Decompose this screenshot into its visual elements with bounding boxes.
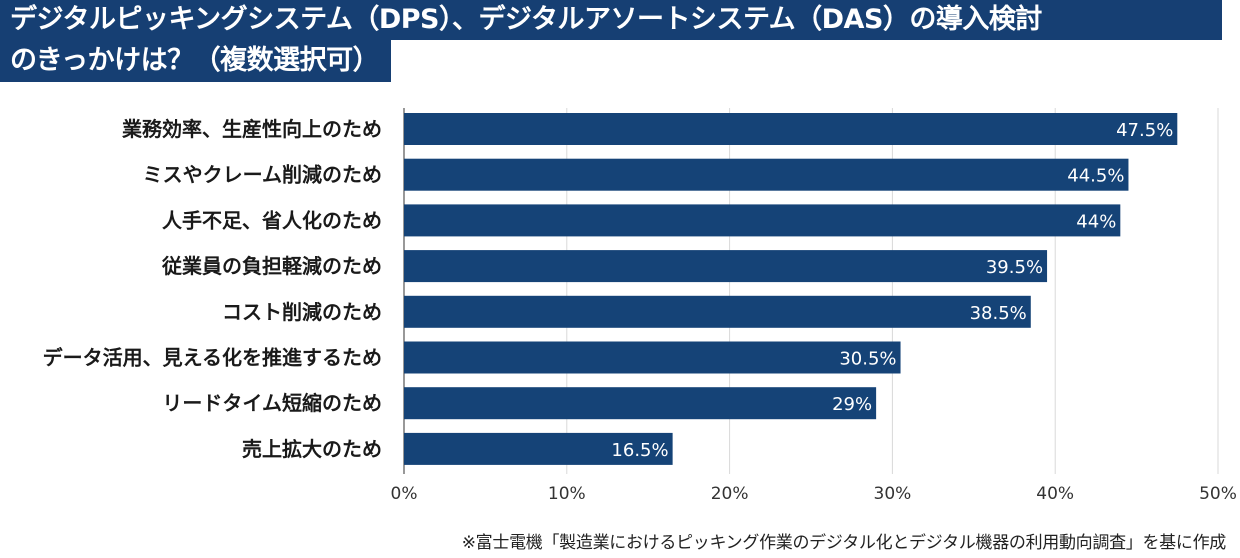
x-axis-tick-labels: 0% 10% 20% 30% 40% 50% (391, 484, 1237, 504)
category-label: 業務効率、生産性向上のため (122, 117, 382, 141)
source-footnote: ※富士電機「製造業におけるピッキング作業のデジタル化とデジタル機器の利用動向調査… (461, 533, 1227, 553)
bar (404, 250, 1048, 283)
x-tick-label: 50% (1199, 484, 1237, 504)
category-label: データ活用、見える化を推進するため (43, 346, 382, 370)
x-tick-label: 0% (391, 484, 418, 504)
data-label: 38.5% (970, 303, 1027, 324)
chart-title-line-2: のきっかけは？（複数選択可） (0, 40, 392, 82)
bar (404, 432, 673, 465)
category-label: 人手不足、省人化のため (162, 208, 382, 232)
data-label: 16.5% (611, 440, 668, 461)
bar (404, 113, 1178, 145)
category-label: 売上拡大のため (242, 437, 382, 461)
data-label: 44% (1076, 211, 1116, 232)
bar (404, 387, 877, 420)
chart-title-line-1: デジタルピッキングシステム（DPS）、デジタルアソートシステム（DAS）の導入検… (0, 0, 1222, 40)
bar (404, 158, 1129, 191)
bar (404, 341, 901, 374)
x-tick-label: 10% (548, 484, 586, 504)
data-labels: 47.5% 44.5% 44% 39.5% 38.5% 30.5% 29% 16.5% (611, 120, 1173, 461)
category-label: リードタイム短縮のため (162, 391, 382, 415)
category-label: コスト削減のため (222, 300, 382, 324)
category-label: 従業員の負担軽減のため (161, 254, 382, 278)
data-label: 44.5% (1067, 166, 1124, 187)
bar-layer (404, 113, 1178, 465)
x-tick-label: 40% (1036, 484, 1074, 504)
data-label: 30.5% (839, 349, 896, 370)
category-label: ミスやクレーム削減のため (143, 163, 382, 187)
bar (404, 204, 1121, 237)
x-tick-label: 20% (711, 484, 749, 504)
bar (404, 295, 1031, 328)
category-labels: 業務効率、生産性向上のためミスやクレーム削減のため人手不足、省人化のため従業員の… (43, 117, 382, 461)
data-label: 39.5% (986, 257, 1043, 278)
x-tick-label: 30% (874, 484, 912, 504)
data-label: 47.5% (1116, 120, 1173, 141)
data-label: 29% (832, 394, 872, 415)
